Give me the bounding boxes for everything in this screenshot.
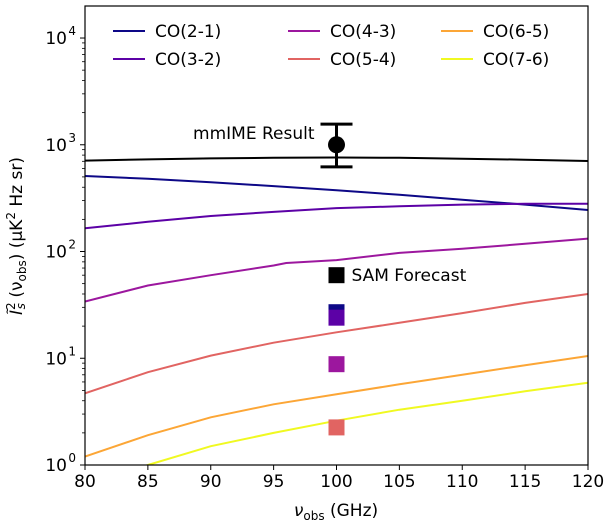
y-axis-label: Ĩ2s (νobs) (μK2 Hz sr) — [4, 157, 29, 315]
x-tick-label-8: 120 — [572, 472, 604, 492]
series-line-3 — [85, 293, 588, 395]
legend-label-3: CO(5-4) — [330, 50, 396, 70]
y-tick-label-3: 10 — [45, 136, 67, 156]
series-line-4 — [85, 355, 588, 458]
y-tick-label-2: 10 — [45, 243, 67, 263]
legend-label-5: CO(7-6) — [483, 50, 549, 70]
sam-forecast-marker-3 — [328, 356, 345, 373]
x-tick-label-7: 115 — [509, 472, 541, 492]
mmime-label: mmIME Result — [193, 124, 315, 144]
series-line-5 — [144, 381, 588, 465]
y-tick-exp-0: 0 — [68, 451, 76, 465]
x-tick-label-6: 110 — [446, 472, 478, 492]
y-tick-label-0: 10 — [45, 456, 67, 476]
markers: SAM Forecast mmIME Result — [193, 122, 467, 436]
legend-label-1: CO(3-2) — [155, 50, 221, 70]
series-line-2 — [85, 237, 588, 303]
sam-forecast-marker-2 — [328, 309, 345, 326]
sam-forecast-marker-0 — [328, 267, 345, 284]
x-tick-label-2: 90 — [200, 472, 222, 492]
y-tick-exp-4: 4 — [68, 24, 76, 38]
axis-labels: νobs (GHz) Ĩ2s (νobs) (μK2 Hz sr) — [4, 157, 378, 523]
x-tick-label-1: 85 — [137, 472, 159, 492]
legend-label-0: CO(2-1) — [155, 22, 221, 42]
y-tick-label-4: 10 — [45, 29, 67, 49]
legend: CO(2-1) CO(3-2) CO(4-3) CO(5-4) CO(6-5) CO(7-… — [113, 22, 549, 70]
x-axis-label: νobs (GHz) — [294, 501, 378, 523]
series-line-1 — [85, 202, 588, 230]
plot-frame — [84, 5, 589, 466]
y-tick-exp-1: 1 — [68, 344, 76, 358]
sam-forecast-marker-4 — [328, 419, 345, 436]
x-tick-label-0: 80 — [74, 472, 96, 492]
legend-label-4: CO(6-5) — [483, 22, 549, 42]
y-tick-exp-3: 3 — [68, 131, 76, 145]
legend-label-2: CO(4-3) — [330, 22, 396, 42]
x-tick-label-3: 95 — [263, 472, 285, 492]
sam-forecast-label: SAM Forecast — [352, 266, 467, 286]
x-tick-label-5: 105 — [383, 472, 415, 492]
x-tick-label-4: 100 — [320, 472, 352, 492]
y-tick-exp-2: 2 — [68, 238, 76, 252]
y-tick-label-1: 10 — [45, 349, 67, 369]
series-line-0 — [85, 175, 588, 211]
mmime-marker — [328, 136, 345, 154]
